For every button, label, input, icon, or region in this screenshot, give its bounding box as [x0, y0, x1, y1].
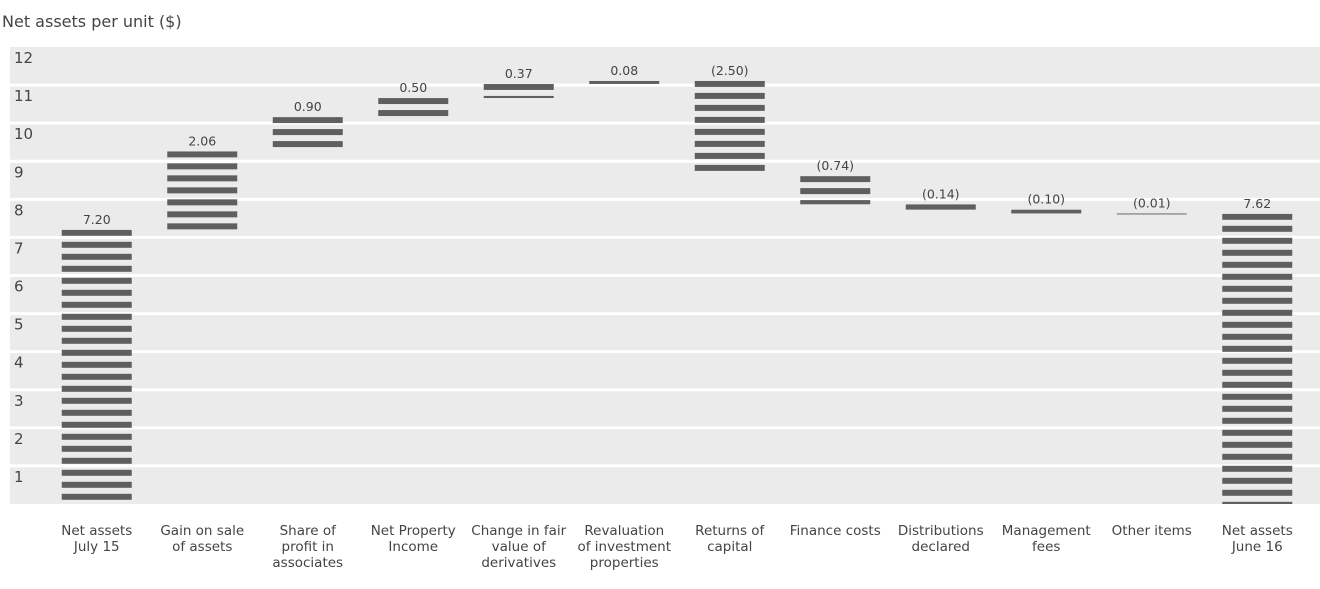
value-label: (0.14) — [922, 186, 960, 201]
y-tick-label: 5 — [14, 316, 24, 334]
bar — [1011, 209, 1082, 214]
bar — [167, 151, 238, 230]
x-tick-label: Net assets July 15 — [61, 523, 133, 555]
x-tick-label: Share of profit in associates — [272, 523, 344, 571]
value-label: 7.20 — [83, 212, 111, 227]
value-label: 0.08 — [610, 63, 638, 78]
x-tick-label: Finance costs — [789, 523, 881, 539]
bar — [589, 80, 660, 84]
bar — [1116, 213, 1187, 215]
bar — [694, 80, 765, 177]
y-tick-label: 10 — [14, 125, 33, 143]
value-label: (0.10) — [1027, 192, 1065, 207]
value-label: (2.50) — [711, 63, 749, 78]
bar — [378, 98, 449, 118]
x-tick-label: Net assets June 16 — [1221, 523, 1293, 555]
bar — [1222, 213, 1293, 504]
y-tick-label: 1 — [14, 468, 24, 486]
x-tick-label: Other items — [1111, 523, 1192, 539]
value-label: 0.37 — [505, 66, 533, 81]
y-tick-label: 7 — [14, 239, 24, 257]
y-tick-label: 9 — [14, 163, 24, 181]
value-label: 0.50 — [399, 80, 427, 95]
y-axis-title: Net assets per unit ($) — [2, 12, 182, 31]
x-tick-label: Returns of capital — [695, 523, 765, 555]
bar — [483, 83, 554, 99]
y-tick-label: 6 — [14, 278, 24, 296]
x-tick-label: Net Property Income — [370, 523, 456, 555]
x-tick-label: Revaluation of investment properties — [577, 523, 672, 571]
y-tick-label: 3 — [14, 392, 24, 410]
bar — [800, 176, 871, 205]
value-label: 7.62 — [1243, 196, 1271, 211]
value-label: (0.01) — [1133, 195, 1171, 210]
bar — [905, 204, 976, 210]
value-label: (0.74) — [816, 158, 854, 173]
y-tick-label: 11 — [14, 87, 33, 105]
y-tick-label: 4 — [14, 354, 24, 372]
value-label: 2.06 — [188, 133, 216, 148]
x-tick-label: Distributions declared — [897, 523, 984, 555]
bar — [272, 117, 343, 152]
x-tick-label: Management fees — [1001, 523, 1091, 555]
y-tick-label: 8 — [14, 201, 24, 219]
x-tick-label: Change in fair value of derivatives — [471, 523, 567, 571]
bar — [61, 229, 132, 505]
y-tick-label: 12 — [14, 49, 33, 67]
value-label: 0.90 — [294, 99, 322, 114]
y-tick-label: 2 — [14, 430, 24, 448]
x-tick-label: Gain on sale of assets — [160, 523, 245, 555]
